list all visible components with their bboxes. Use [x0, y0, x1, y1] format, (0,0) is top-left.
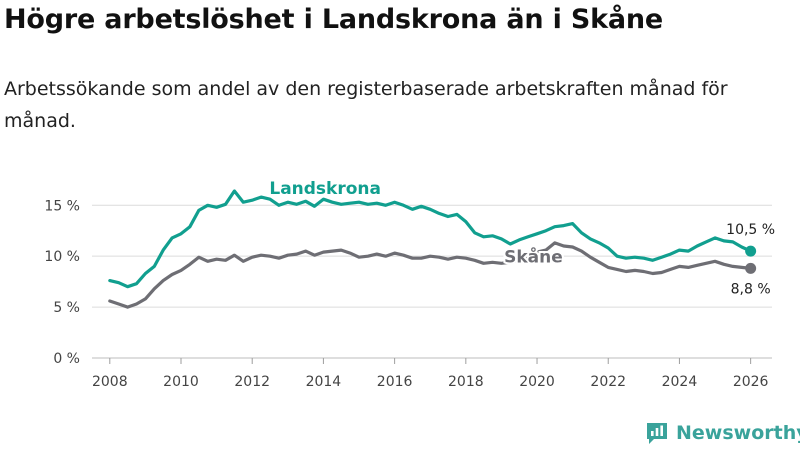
series-label: Landskrona — [269, 179, 381, 199]
chart-subtitle: Arbetssökande som andel av den registerb… — [4, 78, 728, 132]
series-label: Skåne — [504, 245, 563, 267]
chart-title: Högre arbetslöshet i Landskrona än i Skå… — [4, 4, 663, 35]
end-point-landskrona — [745, 245, 757, 257]
x-tick-label: 2010 — [163, 374, 199, 390]
y-tick-label: 10 % — [44, 249, 80, 265]
brand-name: Newsworthy — [676, 422, 800, 444]
x-tick-label: 2016 — [377, 374, 413, 390]
end-point-sk-ne — [745, 262, 757, 274]
series-layer — [108, 189, 757, 309]
axis-layer: 0 % 5 % 10 % 15 % 2008 2010 2012 2014 2016 2018 20… — [44, 198, 768, 390]
y-tick-label: 0 % — [53, 351, 80, 367]
end-value-label: 10,5 % — [726, 222, 775, 238]
y-tick-label: 15 % — [44, 198, 80, 214]
x-tick-label: 2024 — [662, 374, 698, 390]
y-tick-label: 5 % — [53, 300, 80, 316]
label-layer: Landskrona Skåne 10,5 % 8,8 % — [267, 177, 775, 297]
brand-logo[interactable]: Newsworthy — [645, 419, 800, 447]
x-tick-label: 2014 — [306, 374, 342, 390]
series-line-sk-ne — [108, 241, 753, 309]
x-tick-label: 2012 — [234, 374, 270, 390]
newsworthy-logo-icon — [647, 423, 667, 444]
end-value-label: 8,8 % — [731, 281, 771, 297]
series-line-landskrona — [108, 189, 753, 289]
x-tick-label: 2008 — [92, 374, 128, 390]
grid-layer — [92, 204, 772, 359]
x-tick-label: 2018 — [448, 374, 484, 390]
x-tick-label: 2022 — [590, 374, 626, 390]
x-tick-label: 2020 — [519, 374, 555, 390]
x-tick-label: 2026 — [733, 374, 769, 390]
